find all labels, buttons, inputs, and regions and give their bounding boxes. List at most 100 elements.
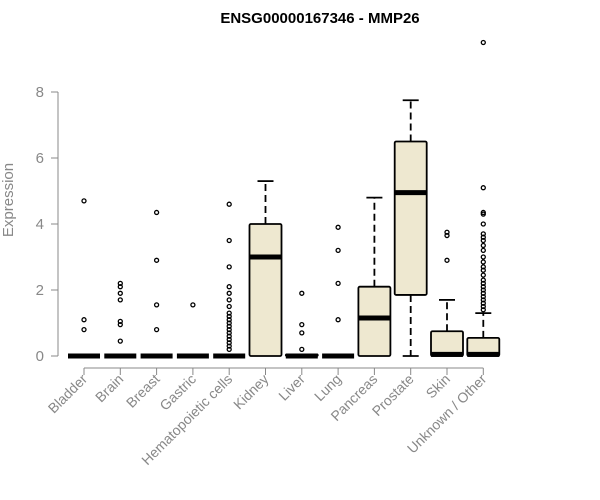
outlier-point xyxy=(480,254,486,260)
x-tick-label: Brain xyxy=(92,371,126,405)
box-4 xyxy=(213,201,246,359)
outlier-point xyxy=(480,185,486,191)
box-9 xyxy=(393,99,428,357)
outlier-point xyxy=(153,326,160,333)
outlier-point xyxy=(480,280,486,287)
y-axis-label: Expression xyxy=(0,163,17,237)
y-tick-label: 2 xyxy=(36,282,44,299)
outlier-point xyxy=(480,287,486,293)
outlier-point xyxy=(480,234,486,240)
outlier-point xyxy=(480,247,486,254)
outlier-point xyxy=(226,343,232,349)
y-axis: 0 2 4 6 8 xyxy=(36,84,59,365)
outlier-point xyxy=(480,231,486,237)
chart-title: ENSG00000167346 - MMP26 xyxy=(220,10,419,27)
x-tick-label: Breast xyxy=(123,371,163,411)
x-tick-label: Bladder xyxy=(45,371,91,417)
outlier-point xyxy=(226,201,232,207)
box-2 xyxy=(140,209,173,359)
x-tick-label: Lung xyxy=(311,371,344,404)
outlier-point xyxy=(444,257,450,263)
outlier-point xyxy=(480,221,486,227)
outlier-point xyxy=(117,338,123,344)
outlier-point xyxy=(480,277,486,283)
outlier-point xyxy=(81,198,87,204)
outlier-point xyxy=(226,336,232,343)
box-6 xyxy=(284,290,319,359)
outlier-point xyxy=(299,330,305,336)
iqr-box xyxy=(248,223,283,357)
outlier-point xyxy=(226,284,232,290)
outlier-point xyxy=(117,290,123,296)
outlier-point xyxy=(480,307,486,313)
outlier-point xyxy=(226,326,232,333)
x-tick-label: Kidney xyxy=(230,371,272,413)
iqr-box xyxy=(393,140,428,296)
outlier-point xyxy=(226,303,232,310)
outlier-point xyxy=(480,242,486,249)
boxes xyxy=(68,39,501,359)
outlier-point xyxy=(226,323,232,329)
outlier-point xyxy=(480,300,486,306)
outlier-point xyxy=(226,320,232,326)
outlier-point xyxy=(444,232,450,239)
outlier-point xyxy=(153,209,160,216)
outlier-point xyxy=(226,330,232,336)
y-tick-label: 0 xyxy=(36,348,44,365)
outlier-point xyxy=(480,284,486,290)
outlier-point xyxy=(480,303,486,310)
box-0 xyxy=(68,198,100,359)
iqr-box xyxy=(357,285,392,357)
outlier-point xyxy=(226,237,232,244)
outlier-point xyxy=(153,257,160,263)
outlier-point xyxy=(117,321,123,328)
outlier-point xyxy=(335,317,341,323)
outlier-point xyxy=(226,340,232,346)
outlier-point xyxy=(226,346,232,353)
outlier-point xyxy=(480,293,486,300)
box-5 xyxy=(248,180,283,357)
outlier-point xyxy=(480,290,486,296)
box-1 xyxy=(104,280,137,359)
outlier-point xyxy=(480,211,486,217)
outlier-point xyxy=(226,310,232,316)
outlier-point xyxy=(226,313,232,320)
box-3 xyxy=(176,302,209,359)
y-tick-label: 4 xyxy=(36,216,44,233)
outlier-point xyxy=(480,259,486,265)
y-tick-label: 8 xyxy=(36,84,44,101)
outlier-point xyxy=(480,272,486,278)
y-tick-label: 6 xyxy=(36,150,44,167)
outlier-point xyxy=(480,267,486,273)
outlier-point xyxy=(117,297,123,303)
outlier-point xyxy=(480,39,486,46)
outlier-point xyxy=(335,224,341,230)
outlier-point xyxy=(299,290,305,296)
outlier-point xyxy=(299,346,305,353)
outlier-point xyxy=(117,284,123,290)
box-11 xyxy=(466,39,501,357)
outlier-point xyxy=(153,302,160,308)
outlier-point xyxy=(299,321,305,328)
outlier-point xyxy=(226,317,232,323)
outlier-point xyxy=(335,280,341,287)
outlier-point xyxy=(480,237,486,244)
outlier-point xyxy=(81,317,87,323)
outlier-point xyxy=(226,290,232,296)
outlier-point xyxy=(226,333,232,339)
outlier-point xyxy=(117,280,123,287)
outlier-point xyxy=(480,297,486,303)
outlier-point xyxy=(444,229,450,235)
box-10 xyxy=(430,229,464,357)
x-tick-label: Skin xyxy=(423,371,454,402)
x-tick-label: Liver xyxy=(275,371,308,404)
outlier-point xyxy=(117,318,123,325)
outlier-point xyxy=(190,302,196,308)
outlier-point xyxy=(335,247,341,254)
outlier-point xyxy=(81,326,87,333)
outlier-point xyxy=(226,297,232,303)
outlier-point xyxy=(480,264,486,270)
box-7 xyxy=(322,224,355,359)
